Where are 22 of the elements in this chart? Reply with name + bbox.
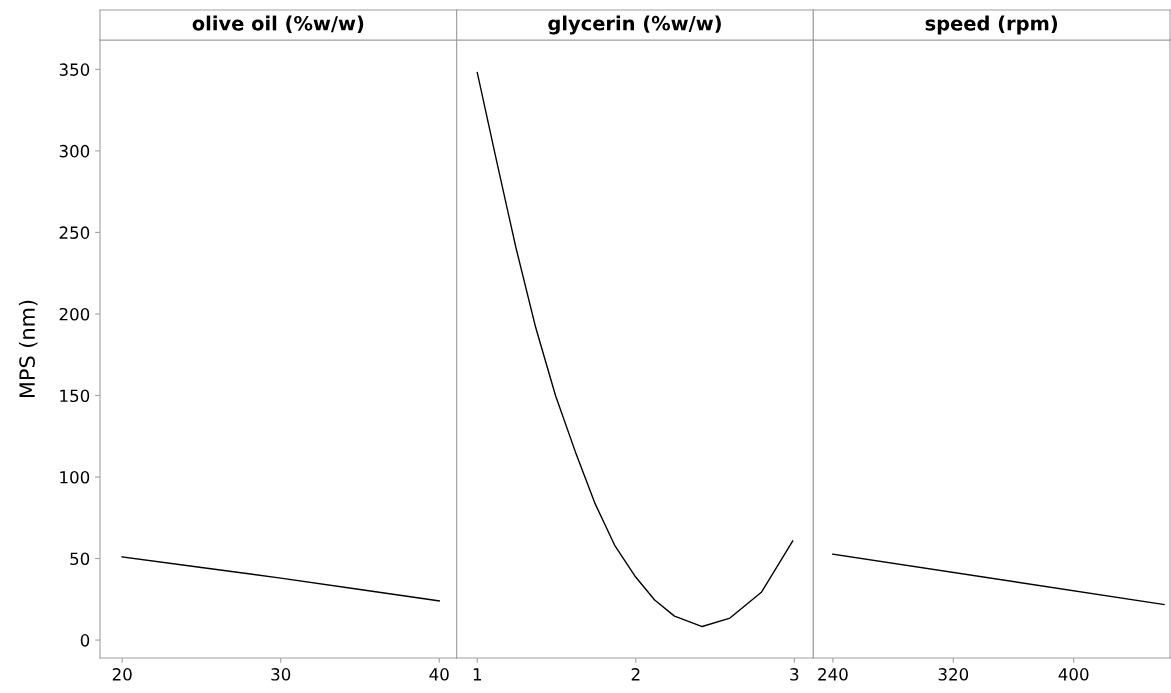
x-tick-label: 240 bbox=[818, 668, 848, 681]
chart-title: olive oil (%w/w) bbox=[192, 15, 364, 33]
x-tick-label: 400 bbox=[1058, 668, 1089, 681]
y-tick-label: 50 bbox=[70, 552, 90, 566]
x-tick-label: 3 bbox=[790, 668, 799, 681]
y-tick-label: 250 bbox=[59, 226, 90, 239]
chart-title: glycerin (%w/w) bbox=[548, 15, 721, 35]
y-axis-title: MPS (nm) bbox=[18, 300, 38, 398]
x-tick-label: 1 bbox=[473, 668, 482, 681]
x-tick-label: 2 bbox=[631, 668, 640, 681]
x-tick-label: 20 bbox=[112, 668, 132, 681]
x-tick-label: 320 bbox=[938, 668, 969, 681]
y-tick-label: 100 bbox=[60, 470, 90, 484]
line-series bbox=[121, 556, 440, 602]
x-tick-label: 30 bbox=[271, 668, 291, 681]
y-tick-label: 200 bbox=[59, 307, 90, 321]
y-tick-label: 350 bbox=[59, 63, 90, 76]
x-tick-label: 40 bbox=[429, 668, 449, 681]
y-tick-label: 150 bbox=[60, 389, 90, 403]
y-tick-label: 0 bbox=[80, 634, 90, 647]
y-tick-label: 300 bbox=[59, 144, 90, 158]
chart-title: speed (rpm) bbox=[925, 15, 1058, 35]
